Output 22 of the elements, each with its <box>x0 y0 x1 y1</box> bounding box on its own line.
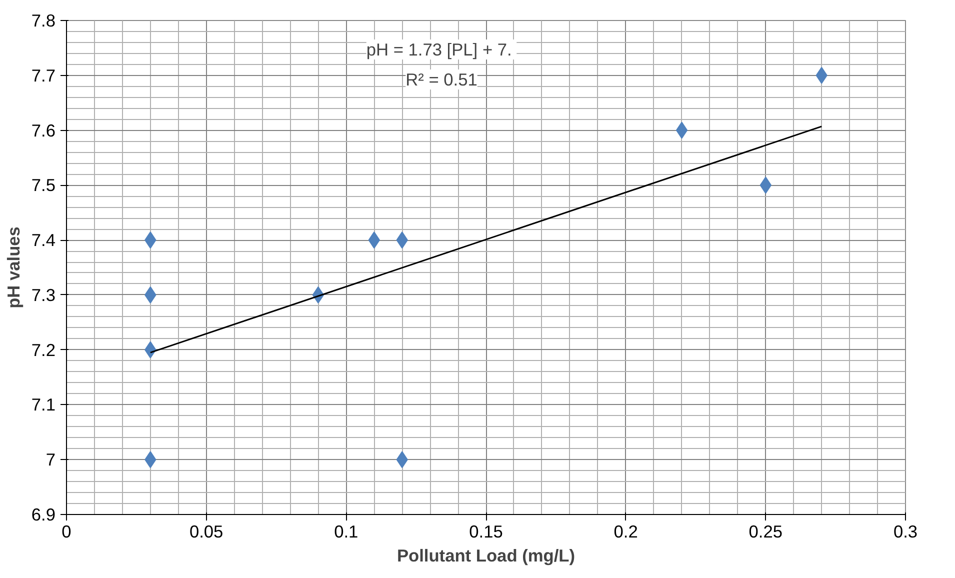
y-tick-label: 6.9 <box>31 504 56 524</box>
x-axis-title: Pollutant Load (mg/L) <box>396 546 576 566</box>
y-tick-label: 7.2 <box>31 340 56 360</box>
point <box>676 122 688 139</box>
x-tick-label: 0.15 <box>469 522 503 542</box>
x-tick-label: 0.2 <box>614 522 638 542</box>
annotation: R² = 0.51 <box>406 70 478 90</box>
x-tick-label: 0 <box>62 522 72 542</box>
y-tick-label: 7.4 <box>31 230 56 250</box>
y-tick-label: 7.6 <box>31 120 56 140</box>
x-tick-label: 0.3 <box>893 522 918 542</box>
y-tick-label: 7 <box>46 450 56 470</box>
x-tick-label: 0.25 <box>748 522 783 542</box>
annotation: pH = 1.73 [PL] + 7. <box>366 40 512 60</box>
x-tick-label: 0.1 <box>334 522 358 542</box>
y-tick-label: 7.7 <box>31 65 56 86</box>
y-tick-label: 7.1 <box>31 394 56 415</box>
y-tick-label: 7.5 <box>31 175 56 196</box>
x-tick-label: 0.05 <box>189 522 224 542</box>
y-axis-title: pH values <box>3 226 24 308</box>
y-tick-label: 7.3 <box>31 284 56 305</box>
y-tick-label: 7.8 <box>31 10 56 30</box>
